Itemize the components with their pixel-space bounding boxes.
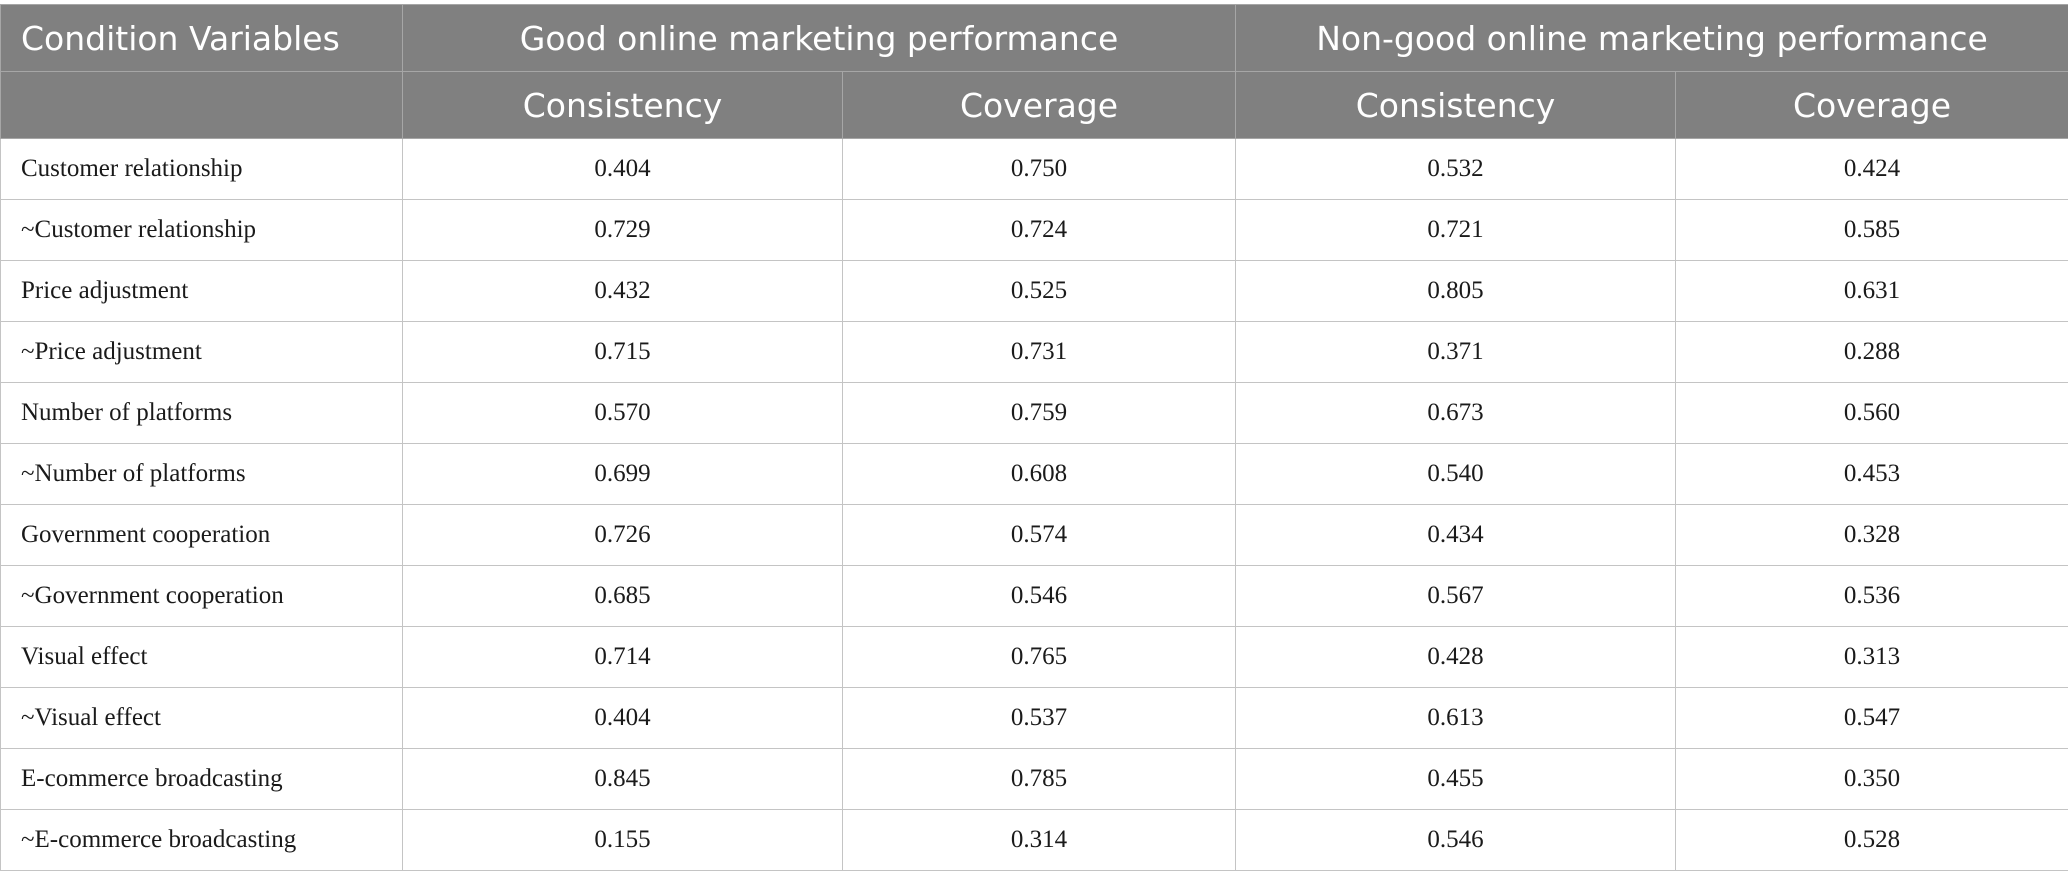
header-nongood-coverage: Coverage (1675, 71, 2068, 139)
cell-nongood-coverage: 0.547 (1675, 687, 2068, 749)
header-group-nongood: Non-good online marketing performance (1235, 4, 2068, 72)
table-row: Number of platforms 0.570 0.759 0.673 0.… (0, 382, 2068, 444)
cell-nongood-coverage: 0.631 (1675, 260, 2068, 322)
cell-variable: Government cooperation (0, 504, 403, 566)
header-empty-cell (0, 71, 403, 139)
header-group-good: Good online marketing performance (401, 4, 1237, 72)
cell-nongood-coverage: 0.288 (1675, 321, 2068, 383)
table-row: ~Government cooperation 0.685 0.546 0.56… (0, 565, 2068, 627)
cell-variable: Customer relationship (0, 138, 403, 200)
cell-nongood-consistency: 0.455 (1235, 748, 1677, 810)
table-row: Visual effect 0.714 0.765 0.428 0.313 (0, 626, 2068, 688)
cell-nongood-consistency: 0.371 (1235, 321, 1677, 383)
cell-good-coverage: 0.724 (841, 199, 1237, 261)
table-row: Customer relationship 0.404 0.750 0.532 … (0, 138, 2068, 200)
cell-variable: ~Customer relationship (0, 199, 403, 261)
cell-good-coverage: 0.525 (841, 260, 1237, 322)
cell-variable: Visual effect (0, 626, 403, 688)
cell-variable: ~Government cooperation (0, 565, 403, 627)
cell-variable: ~E-commerce broadcasting (0, 809, 403, 871)
table-row: Price adjustment 0.432 0.525 0.805 0.631 (0, 260, 2068, 322)
cell-nongood-coverage: 0.453 (1675, 443, 2068, 505)
cell-good-consistency: 0.570 (402, 382, 843, 444)
cell-nongood-coverage: 0.528 (1675, 809, 2068, 871)
table-row: ~E-commerce broadcasting 0.155 0.314 0.5… (0, 809, 2068, 871)
table-row: Government cooperation 0.726 0.574 0.434… (0, 504, 2068, 566)
table-header: Condition Variables Good online marketin… (0, 4, 2068, 139)
cell-nongood-consistency: 0.434 (1235, 504, 1677, 566)
cell-good-coverage: 0.785 (841, 748, 1237, 810)
cell-good-consistency: 0.155 (402, 809, 843, 871)
cell-good-consistency: 0.432 (402, 260, 843, 322)
cell-good-coverage: 0.765 (841, 626, 1237, 688)
cell-good-coverage: 0.546 (841, 565, 1237, 627)
cell-nongood-consistency: 0.428 (1235, 626, 1677, 688)
cell-nongood-coverage: 0.313 (1675, 626, 2068, 688)
cell-nongood-coverage: 0.424 (1675, 138, 2068, 200)
cell-variable: ~Number of platforms (0, 443, 403, 505)
table-row: ~Number of platforms 0.699 0.608 0.540 0… (0, 443, 2068, 505)
cell-nongood-coverage: 0.350 (1675, 748, 2068, 810)
cell-variable: Price adjustment (0, 260, 403, 322)
cell-good-coverage: 0.314 (841, 809, 1237, 871)
header-good-coverage: Coverage (841, 71, 1237, 139)
condition-variables-table: Condition Variables Good online marketin… (0, 4, 2068, 871)
table-body: Customer relationship 0.404 0.750 0.532 … (0, 138, 2068, 871)
cell-good-consistency: 0.715 (402, 321, 843, 383)
cell-good-consistency: 0.726 (402, 504, 843, 566)
cell-nongood-consistency: 0.613 (1235, 687, 1677, 749)
cell-variable: ~Visual effect (0, 687, 403, 749)
cell-good-coverage: 0.574 (841, 504, 1237, 566)
table-row: ~Visual effect 0.404 0.537 0.613 0.547 (0, 687, 2068, 749)
cell-nongood-coverage: 0.536 (1675, 565, 2068, 627)
cell-good-coverage: 0.750 (841, 138, 1237, 200)
cell-good-consistency: 0.685 (402, 565, 843, 627)
cell-nongood-consistency: 0.546 (1235, 809, 1677, 871)
cell-nongood-consistency: 0.673 (1235, 382, 1677, 444)
table-row: ~Price adjustment 0.715 0.731 0.371 0.28… (0, 321, 2068, 383)
cell-good-consistency: 0.404 (402, 138, 843, 200)
header-nongood-consistency: Consistency (1235, 71, 1677, 139)
cell-good-consistency: 0.714 (402, 626, 843, 688)
cell-nongood-consistency: 0.721 (1235, 199, 1677, 261)
cell-good-coverage: 0.731 (841, 321, 1237, 383)
cell-good-consistency: 0.845 (402, 748, 843, 810)
table-row: ~Customer relationship 0.729 0.724 0.721… (0, 199, 2068, 261)
cell-good-consistency: 0.729 (402, 199, 843, 261)
header-condition-variables: Condition Variables (0, 4, 403, 72)
cell-nongood-consistency: 0.567 (1235, 565, 1677, 627)
cell-variable: ~Price adjustment (0, 321, 403, 383)
cell-variable: Number of platforms (0, 382, 403, 444)
header-row-groups: Condition Variables Good online marketin… (0, 4, 2068, 72)
cell-good-coverage: 0.759 (841, 382, 1237, 444)
cell-nongood-coverage: 0.328 (1675, 504, 2068, 566)
cell-nongood-consistency: 0.532 (1235, 138, 1677, 200)
cell-nongood-coverage: 0.560 (1675, 382, 2068, 444)
header-row-metrics: Consistency Coverage Consistency Coverag… (0, 71, 2068, 139)
header-good-consistency: Consistency (402, 71, 843, 139)
cell-good-consistency: 0.404 (402, 687, 843, 749)
table-row: E-commerce broadcasting 0.845 0.785 0.45… (0, 748, 2068, 810)
cell-variable: E-commerce broadcasting (0, 748, 403, 810)
cell-good-coverage: 0.608 (841, 443, 1237, 505)
cell-nongood-consistency: 0.805 (1235, 260, 1677, 322)
cell-nongood-consistency: 0.540 (1235, 443, 1677, 505)
cell-good-consistency: 0.699 (402, 443, 843, 505)
cell-good-coverage: 0.537 (841, 687, 1237, 749)
cell-nongood-coverage: 0.585 (1675, 199, 2068, 261)
